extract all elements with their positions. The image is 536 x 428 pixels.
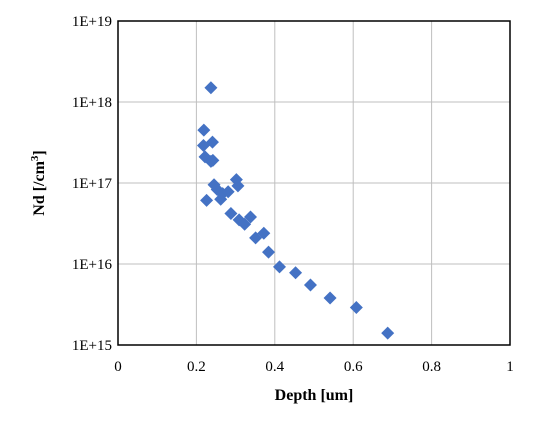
x-axis-title: Depth [um] — [275, 387, 354, 404]
y-axis-title: Nd [/cm3] — [29, 150, 48, 215]
data-points — [196, 81, 395, 340]
data-point — [206, 153, 220, 167]
data-point — [214, 192, 228, 206]
x-tick-label: 1 — [506, 359, 514, 375]
x-tick-label: 0.2 — [187, 359, 206, 375]
y-tick-label: 1E+17 — [72, 176, 113, 192]
data-point — [262, 245, 276, 259]
x-tick-label: 0 — [114, 359, 122, 375]
y-axis-ticks: 1E+15 1E+16 1E+17 1E+18 1E+19 — [72, 14, 113, 354]
data-point — [200, 193, 214, 207]
y-tick-label: 1E+16 — [72, 257, 113, 273]
x-axis-ticks: 0 0.2 0.4 0.6 0.8 1 — [114, 359, 514, 375]
data-point — [238, 217, 252, 231]
plot-area-border — [117, 20, 511, 346]
data-point — [221, 185, 235, 199]
data-point — [303, 278, 317, 292]
data-point — [249, 231, 263, 245]
data-point — [289, 266, 303, 280]
data-point — [243, 210, 257, 224]
x-tick-label: 0.8 — [422, 359, 441, 375]
data-point — [273, 260, 287, 274]
y-axis-title-superscript: 3 — [29, 155, 41, 161]
y-axis-title-main: Nd [/cm — [31, 160, 48, 215]
data-point — [224, 207, 238, 221]
y-tick-label: 1E+15 — [72, 338, 112, 354]
data-point — [205, 135, 219, 149]
y-tick-label: 1E+19 — [72, 14, 112, 30]
data-point — [381, 326, 395, 340]
data-point — [323, 291, 337, 305]
x-tick-label: 0.4 — [265, 359, 284, 375]
data-point — [197, 123, 211, 137]
y-axis-title-end: ] — [31, 150, 48, 155]
data-point — [204, 81, 218, 95]
y-tick-label: 1E+18 — [72, 95, 112, 111]
data-point — [349, 301, 363, 315]
x-tick-label: 0.6 — [344, 359, 363, 375]
data-point — [231, 179, 245, 193]
gridlines — [118, 21, 510, 345]
